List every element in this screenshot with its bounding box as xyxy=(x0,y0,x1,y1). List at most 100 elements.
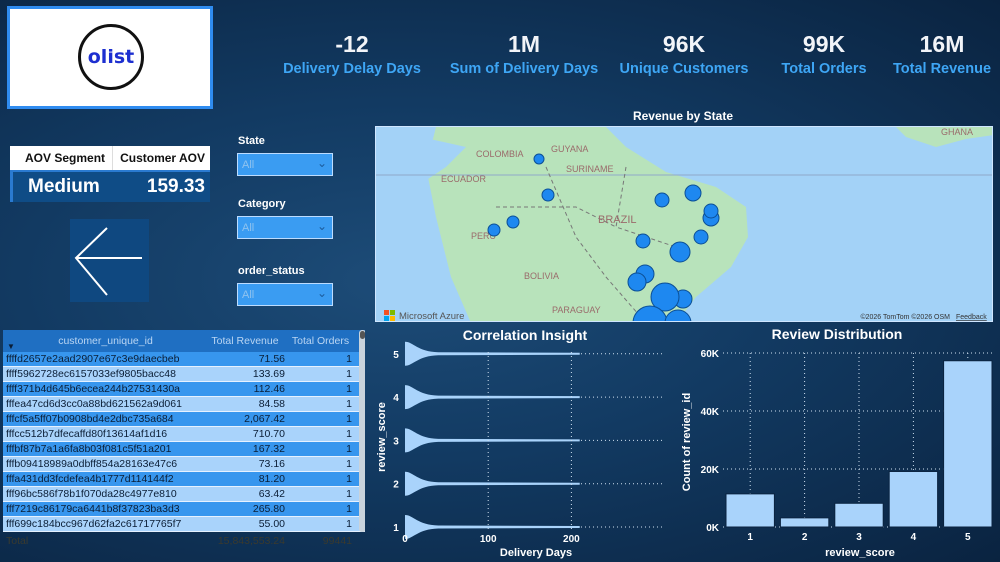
table-row[interactable]: fff7219c86179ca6441b8f37823ba3d3 265.80 1 xyxy=(3,502,365,517)
kpi-value: 16M xyxy=(919,31,965,57)
table-cell: fffea47cd6d3cc0a88bd621562a9d061 xyxy=(6,398,182,410)
chart-title: Correlation Insight xyxy=(463,327,588,343)
state-dropdown[interactable]: All ⌄ xyxy=(237,153,333,176)
microsoft-logo-icon xyxy=(384,310,395,321)
state-bubble xyxy=(664,309,692,321)
order-status-dropdown[interactable]: All ⌄ xyxy=(237,283,333,306)
state-bubble xyxy=(669,241,691,263)
violin-score-1 xyxy=(405,515,580,539)
state-slicer-label: State xyxy=(238,135,265,147)
revenue-by-state-map[interactable]: GUYANA SURINAME COLOMBIA ECUADOR BRAZIL … xyxy=(375,126,993,322)
table-cell: fff699c184bcc967d62fa2c61717765f7 xyxy=(6,518,182,530)
table-cell: 1 xyxy=(346,458,352,470)
bar-score-5[interactable] xyxy=(943,360,993,528)
state-bubble xyxy=(635,233,651,249)
correlation-insight-chart: Correlation Insight 1 2 3 4 5 0 100 200 Delivery … xyxy=(376,327,662,559)
table-cell: ffff5962728ec6157033ef9805bacc48 xyxy=(6,368,176,380)
table-cell: 1 xyxy=(346,383,352,395)
state-bubble xyxy=(632,305,668,321)
x-axis-label: Delivery Days xyxy=(500,547,572,559)
kpi-total-orders: 99K Total Orders xyxy=(781,31,866,77)
table-cell: ffffd2657e2aad2907e67c3e9daecbeb xyxy=(6,353,180,365)
aov-table: AOV Segment Customer AOV Medium 159.33 xyxy=(10,146,210,202)
land-africa xyxy=(896,127,992,147)
y-tick-label: 1 xyxy=(393,523,399,534)
table-cell: 1 xyxy=(346,413,352,425)
table-row[interactable]: ffff5962728ec6157033ef9805bacc48 133.69 1 xyxy=(3,367,365,382)
chart-title: Review Distribution xyxy=(772,326,903,342)
column-header-total-revenue[interactable]: Total Revenue xyxy=(211,335,279,347)
chevron-down-icon: ⌄ xyxy=(316,156,327,170)
order-status-slicer-label: order_status xyxy=(238,265,305,277)
table-cell: 1 xyxy=(346,398,352,410)
table-row[interactable]: fffb09418989a0dbff854a28163e47c6 73.16 1 xyxy=(3,457,365,472)
bar-score-1[interactable] xyxy=(725,493,775,528)
table-cell: 1 xyxy=(346,353,352,365)
total-row: Total 15,843,553.24 99441 xyxy=(3,534,359,548)
category-dropdown[interactable]: All ⌄ xyxy=(237,216,333,239)
state-bubble xyxy=(703,203,719,219)
logo-text: olist xyxy=(78,24,144,90)
table-cell: 265.80 xyxy=(252,503,285,515)
x-tick-label: 5 xyxy=(965,532,971,543)
table-cell: fffcc512b7dfecaffd80f13614af1d16 xyxy=(6,428,168,440)
kpi-label: Total Orders xyxy=(781,61,867,77)
table-cell: fff96bc586f78b1f070da28c4977e810 xyxy=(6,488,177,500)
state-bubble xyxy=(627,272,647,292)
bar-score-3[interactable] xyxy=(834,502,884,528)
map-label: BOLIVIA xyxy=(524,271,559,281)
table-cell: fffcf5a5ff07b0908bd4e2dbc735a684 xyxy=(6,413,174,425)
table-row[interactable]: fffa431dd3fcdefea4b1777d114144f2 81.20 1 xyxy=(3,472,365,487)
map-label: GUYANA xyxy=(551,144,588,154)
chevron-down-icon: ⌄ xyxy=(316,219,327,233)
olist-logo: olist xyxy=(7,6,213,109)
y-tick-label: 20K xyxy=(701,465,720,476)
table-row[interactable]: fff96bc586f78b1f070da28c4977e810 63.42 1 xyxy=(3,487,365,502)
table-row[interactable]: fffcf5a5ff07b0908bd4e2dbc735a684 2,067.42… xyxy=(3,412,365,427)
column-header-total-orders[interactable]: Total Orders xyxy=(291,335,350,347)
table-row[interactable]: fffbf87b7a1a6fa8b03f081c5f51a201 167.32 1 xyxy=(3,442,365,457)
table-cell: 710.70 xyxy=(252,428,285,440)
table-cell: fffbf87b7a1a6fa8b03f081c5f51a201 xyxy=(6,443,172,455)
state-bubble xyxy=(541,188,555,202)
y-tick-label: 0K xyxy=(706,523,720,534)
table-cell: 1 xyxy=(346,428,352,440)
table-cell: 1 xyxy=(346,503,352,515)
back-button[interactable] xyxy=(70,219,149,302)
table-cell: ffff371b4d645b6ecea244b27531430a xyxy=(6,383,181,395)
table-row[interactable]: ffff371b4d645b6ecea244b27531430a 112.46 1 xyxy=(3,382,365,397)
map-feedback-link[interactable]: Feedback xyxy=(956,314,987,321)
state-bubble xyxy=(487,223,501,237)
kpi-value: 1M xyxy=(508,31,540,57)
table-cell: 1 xyxy=(346,443,352,455)
table-row[interactable]: fffcc512b7dfecaffd80f13614af1d16 710.70 1 xyxy=(3,427,365,442)
y-tick-label: 3 xyxy=(393,436,399,447)
state-bubble xyxy=(684,184,702,202)
y-axis-label: review_score xyxy=(376,402,388,472)
state-bubble xyxy=(506,215,520,229)
table-cell: 1 xyxy=(346,368,352,380)
table-row[interactable]: fff699c184bcc967d62fa2c61717765f7 55.00 1 xyxy=(3,517,365,532)
y-tick-label: 5 xyxy=(393,350,399,361)
state-dropdown-value: All xyxy=(242,159,255,171)
table-row[interactable]: fffea47cd6d3cc0a88bd621562a9d061 84.58 1 xyxy=(3,397,365,412)
kpi-sum-delivery-days: 1M Sum of Delivery Days xyxy=(450,31,598,77)
x-tick-label: 0 xyxy=(402,534,408,545)
bar-score-4[interactable] xyxy=(888,470,939,528)
customer-aov-value: 159.33 xyxy=(146,176,205,197)
violin-score-4 xyxy=(405,385,580,410)
table-cell: 133.69 xyxy=(252,368,285,380)
state-bubble xyxy=(693,229,709,245)
table-scrollbar[interactable] xyxy=(359,330,365,532)
customer-table: customer_unique_id Total Revenue Total O… xyxy=(3,330,365,550)
y-tick-label: 60K xyxy=(701,349,720,360)
table-row[interactable]: ffffd2657e2aad2907e67c3e9daecbeb 71.56 1 xyxy=(3,352,365,367)
x-tick-label: 2 xyxy=(802,532,808,543)
table-cell: fffa431dd3fcdefea4b1777d114144f2 xyxy=(6,473,174,485)
bar-score-2[interactable] xyxy=(779,517,830,528)
table-cell: 71.56 xyxy=(258,353,285,365)
chevron-down-icon: ⌄ xyxy=(316,286,327,300)
kpi-label: Sum of Delivery Days xyxy=(449,61,599,77)
column-header-customer-id[interactable]: customer_unique_id xyxy=(58,335,153,347)
scrollbar-thumb[interactable] xyxy=(360,331,365,339)
